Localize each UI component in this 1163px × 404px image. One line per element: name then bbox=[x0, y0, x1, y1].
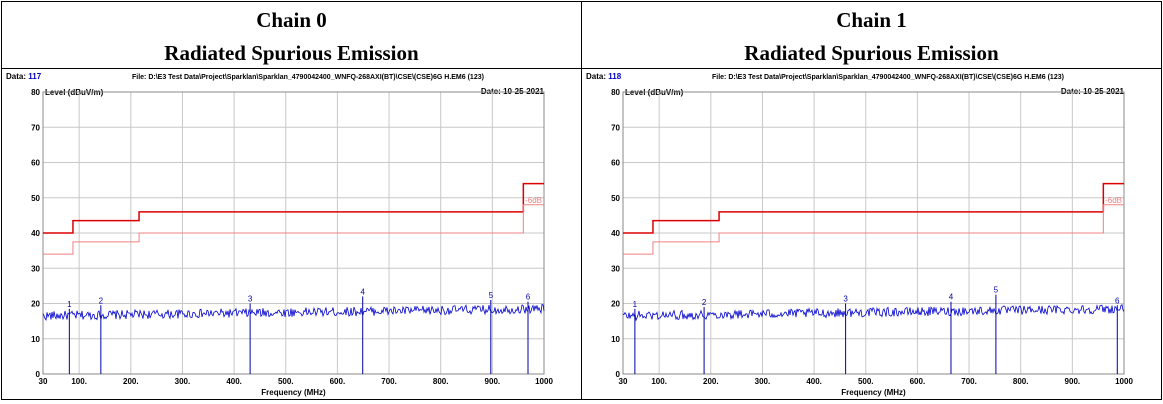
file-path: File: D:\E3 Test Data\Project\Sparklan\S… bbox=[132, 74, 484, 81]
x-tick-label: 800. bbox=[433, 377, 449, 386]
marker-label: 1 bbox=[633, 300, 638, 309]
x-tick-label: 1000 bbox=[1115, 377, 1133, 386]
x-tick-label: 600. bbox=[330, 377, 346, 386]
y-tick-label: 30 bbox=[31, 264, 40, 273]
data-value: 118 bbox=[608, 72, 621, 81]
marker-label: 3 bbox=[248, 295, 253, 304]
y-tick-label: 10 bbox=[31, 335, 40, 344]
chain-1-subtitle: Radiated Spurious Emission bbox=[744, 41, 999, 65]
y-tick-label: 50 bbox=[611, 194, 620, 203]
data-label: Data: 118 bbox=[586, 72, 622, 81]
x-tick-label: 600. bbox=[910, 377, 926, 386]
x-tick-label: 900. bbox=[485, 377, 501, 386]
y-tick-label: 0 bbox=[616, 370, 621, 379]
marker-label: 6 bbox=[1115, 296, 1120, 305]
marker-label: 6 bbox=[526, 293, 531, 302]
margin-line bbox=[623, 204, 1124, 255]
marker-label: 2 bbox=[702, 298, 707, 307]
chain-1-cell: Chain 1 Radiated Spurious Emission Data:… bbox=[582, 2, 1161, 399]
chain-0-header: Chain 0 Radiated Spurious Emission bbox=[2, 2, 581, 69]
marker-label: 2 bbox=[99, 296, 104, 305]
x-tick-label: 900. bbox=[1065, 377, 1081, 386]
limit-line bbox=[43, 182, 544, 234]
y-tick-label: 60 bbox=[611, 159, 620, 168]
marker-label: 4 bbox=[360, 287, 365, 296]
emission-trace bbox=[42, 303, 545, 322]
x-tick-label: 30 bbox=[39, 377, 48, 386]
marker-label: 5 bbox=[489, 291, 494, 300]
margin-line bbox=[43, 204, 544, 255]
x-tick-label: 500. bbox=[278, 377, 294, 386]
emission-trace bbox=[622, 303, 1125, 322]
y-tick-label: 80 bbox=[31, 88, 40, 97]
chain-1-header: Chain 1 Radiated Spurious Emission bbox=[582, 2, 1161, 69]
x-tick-label: 300. bbox=[755, 377, 771, 386]
y-tick-label: 30 bbox=[611, 264, 620, 273]
x-tick-label: 700. bbox=[961, 377, 977, 386]
x-tick-label: 100. bbox=[651, 377, 667, 386]
limit-line bbox=[623, 182, 1124, 234]
y-tick-label: 80 bbox=[611, 88, 620, 97]
x-tick-label: 200. bbox=[703, 377, 719, 386]
y-tick-label: 70 bbox=[611, 123, 620, 132]
margin-label: -6dB bbox=[525, 196, 542, 205]
y-tick-label: 20 bbox=[611, 300, 620, 309]
chain-0-chart: Data: 117 File: D:\E3 Test Data\Project\S… bbox=[6, 72, 553, 397]
chain-0-title: Chain 0 bbox=[256, 8, 327, 32]
x-tick-label: 700. bbox=[381, 377, 397, 386]
x-axis-title: Frequency (MHz) bbox=[261, 388, 326, 397]
x-tick-label: 30 bbox=[619, 377, 628, 386]
chain-0-subtitle: Radiated Spurious Emission bbox=[164, 41, 419, 65]
y-tick-label: 20 bbox=[31, 300, 40, 309]
chain-1-chart: Data: 118 File: D:\E3 Test Data\Project\S… bbox=[586, 72, 1133, 397]
x-tick-label: 1000 bbox=[535, 377, 553, 386]
y-tick-label: 70 bbox=[31, 123, 40, 132]
margin-label: -6dB bbox=[1105, 196, 1122, 205]
marker-label: 3 bbox=[843, 295, 848, 304]
x-tick-label: 400. bbox=[226, 377, 242, 386]
file-path: File: D:\E3 Test Data\Project\Sparklan\S… bbox=[712, 74, 1064, 81]
chain-1-title: Chain 1 bbox=[836, 8, 907, 32]
y-tick-label: 0 bbox=[36, 370, 41, 379]
x-tick-label: 100. bbox=[71, 377, 87, 386]
y-tick-label: 60 bbox=[31, 159, 40, 168]
y-tick-label: 40 bbox=[31, 229, 40, 238]
data-value: 117 bbox=[28, 72, 41, 81]
y-tick-label: 50 bbox=[31, 194, 40, 203]
data-label: Data: 117 bbox=[6, 72, 42, 81]
x-tick-label: 300. bbox=[175, 377, 191, 386]
y-tick-label: 40 bbox=[611, 229, 620, 238]
x-axis-title: Frequency (MHz) bbox=[841, 388, 906, 397]
x-tick-label: 200. bbox=[123, 377, 139, 386]
marker-label: 5 bbox=[994, 286, 999, 295]
chain-0-plot: Data: 117 File: D:\E3 Test Data\Project\S… bbox=[2, 69, 580, 404]
x-tick-label: 800. bbox=[1013, 377, 1029, 386]
chain-0-cell: Chain 0 Radiated Spurious Emission Data:… bbox=[2, 2, 582, 399]
y-tick-label: 10 bbox=[611, 335, 620, 344]
x-tick-label: 400. bbox=[806, 377, 822, 386]
marker-label: 1 bbox=[67, 300, 72, 309]
marker-label: 4 bbox=[949, 293, 954, 302]
x-tick-label: 500. bbox=[858, 377, 874, 386]
chain-1-plot: Data: 118 File: D:\E3 Test Data\Project\S… bbox=[582, 69, 1160, 404]
